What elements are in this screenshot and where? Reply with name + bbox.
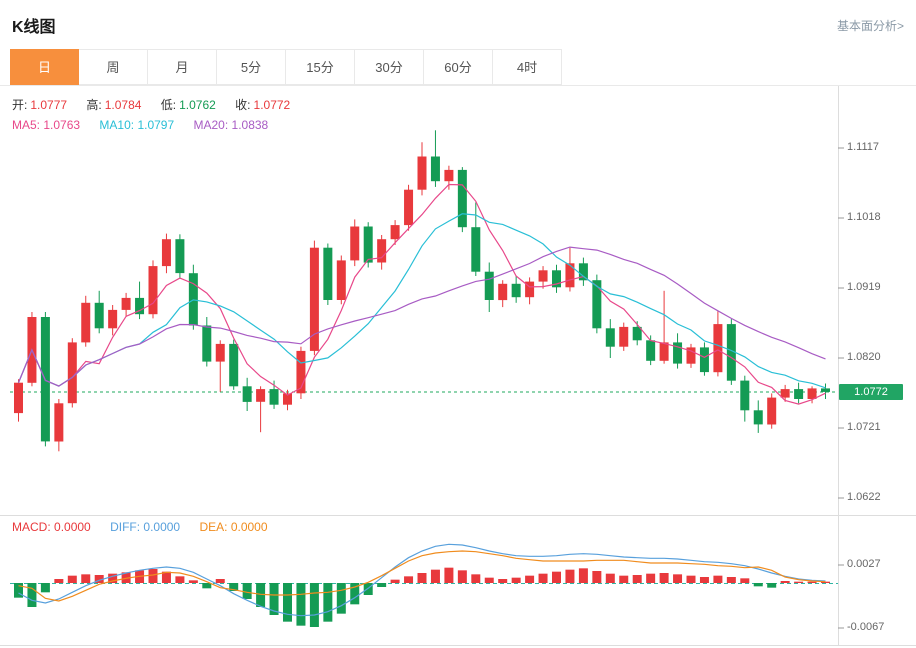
price-axis-label: 1.1117	[847, 141, 880, 153]
ma-info-row: MA5: 1.0763 MA10: 1.0797 MA20: 1.0838	[12, 118, 284, 132]
price-axis-label: 1.0622	[847, 491, 881, 503]
macd-axis-label: 0.0027	[847, 558, 881, 570]
dea-pair: DEA: 0.0000	[199, 520, 267, 534]
tab-5min[interactable]: 5分	[217, 49, 286, 85]
low-label: 低:	[160, 98, 177, 112]
page-header: K线图 基本面分析>	[0, 0, 916, 49]
ma5-pair: MA5: 1.0763	[12, 118, 80, 132]
price-axis-label: 1.0919	[847, 281, 881, 293]
close-label: 收:	[235, 98, 251, 112]
macd-pair: MACD: 0.0000	[12, 520, 91, 534]
ma5-value: 1.0763	[43, 118, 81, 132]
macd-axis-label: -0.0067	[847, 621, 885, 633]
ma5-label: MA5:	[12, 118, 41, 132]
ma10-pair: MA10: 1.0797	[99, 118, 174, 132]
tab-4hour[interactable]: 4时	[493, 49, 562, 85]
macd-info-row: MACD: 0.0000 DIFF: 0.0000 DEA: 0.0000	[12, 520, 284, 534]
ma20-value: 1.0838	[231, 118, 269, 132]
page-title: K线图	[12, 19, 56, 36]
tab-day[interactable]: 日	[10, 49, 79, 85]
chart-canvas[interactable]	[0, 86, 916, 648]
open-value: 1.0777	[30, 98, 68, 112]
low-value: 1.0762	[179, 98, 216, 112]
fundamental-analysis-link[interactable]: 基本面分析>	[836, 18, 904, 33]
diff-pair: DIFF: 0.0000	[110, 520, 180, 534]
open-pair: 开: 1.0777	[12, 98, 67, 112]
dea-label: DEA:	[199, 520, 228, 534]
close-pair: 收: 1.0772	[235, 98, 290, 112]
open-label: 开:	[12, 98, 28, 112]
last-price-badge: 1.0772	[839, 384, 903, 400]
high-pair: 高: 1.0784	[86, 98, 141, 112]
tab-60min[interactable]: 60分	[424, 49, 493, 85]
low-pair: 低: 1.0762	[161, 98, 216, 112]
tab-month[interactable]: 月	[148, 49, 217, 85]
high-label: 高:	[86, 98, 102, 112]
ma10-label: MA10:	[99, 118, 135, 132]
diff-value: 0.0000	[143, 520, 181, 534]
ma10-value: 1.0797	[137, 118, 175, 132]
tab-15min[interactable]: 15分	[286, 49, 355, 85]
tab-30min[interactable]: 30分	[355, 49, 424, 85]
interval-tabs: 日 周 月 5分 15分 30分 60分 4时	[0, 49, 916, 86]
price-axis-label: 1.0721	[847, 421, 881, 433]
ma20-label: MA20:	[193, 118, 229, 132]
price-axis-label: 1.0820	[847, 351, 881, 363]
ma20-pair: MA20: 1.0838	[193, 118, 268, 132]
diff-label: DIFF:	[110, 520, 141, 534]
dea-value: 0.0000	[230, 520, 268, 534]
macd-value: 0.0000	[54, 520, 91, 534]
ohlc-info-row: 开: 1.0777 高: 1.0784 低: 1.0762 收: 1.0772	[12, 96, 306, 113]
close-value: 1.0772	[253, 98, 291, 112]
macd-label: MACD:	[12, 520, 51, 534]
high-value: 1.0784	[104, 98, 142, 112]
tab-week[interactable]: 周	[79, 49, 148, 85]
price-axis-label: 1.1018	[847, 211, 881, 223]
kline-chart-area[interactable]: 开: 1.0777 高: 1.0784 低: 1.0762 收: 1.0772 MA5:…	[0, 86, 916, 648]
